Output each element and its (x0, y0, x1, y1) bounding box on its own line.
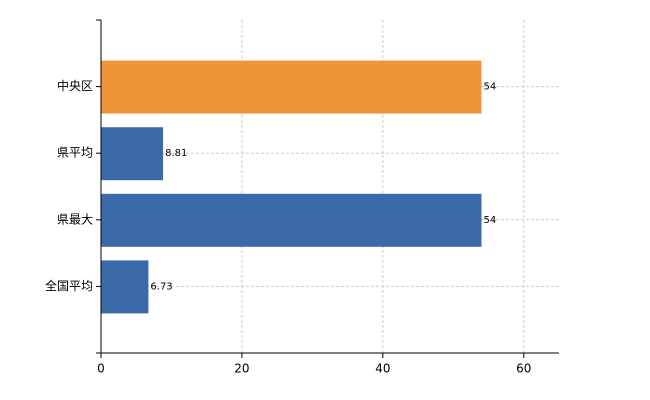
x-tick-label: 0 (97, 362, 105, 376)
x-tick-label: 40 (375, 362, 390, 376)
bar (101, 260, 149, 314)
x-tick-label: 20 (234, 362, 249, 376)
bar (101, 193, 482, 247)
y-tick-label: 中央区 (57, 78, 93, 93)
value-label: 8.81 (165, 148, 187, 159)
bar (101, 127, 164, 181)
x-tick-label: 60 (516, 362, 531, 376)
value-label: 54 (483, 82, 496, 93)
y-tick-label: 全国平均 (45, 278, 93, 293)
y-tick-label: 県最大 (57, 212, 93, 226)
y-tick-label: 県平均 (57, 146, 93, 160)
value-label: 54 (483, 215, 496, 226)
value-label: 6.73 (150, 281, 172, 292)
bar (101, 60, 482, 114)
